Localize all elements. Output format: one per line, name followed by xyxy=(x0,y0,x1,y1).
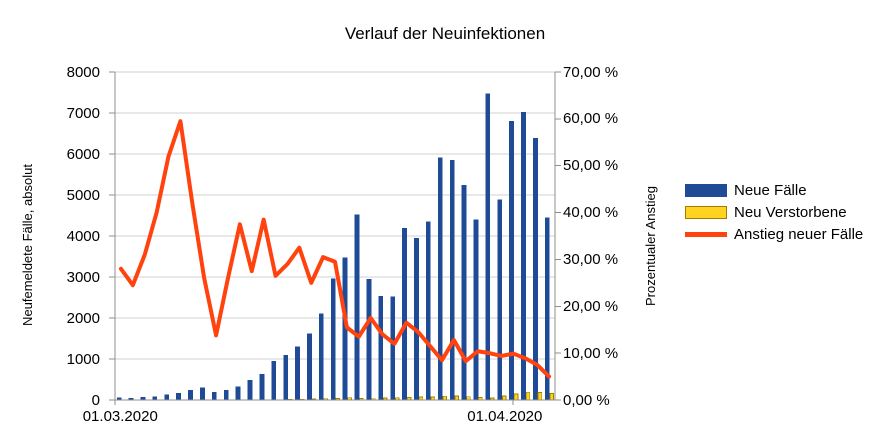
bar-neue-faelle xyxy=(342,257,348,400)
bar-neue-faelle xyxy=(188,389,193,400)
bar-neue-faelle xyxy=(330,278,336,400)
legend: Neue Fälle Neu Verstorbene Anstieg neuer… xyxy=(685,181,864,249)
y-right-tick-label: 0,00 % xyxy=(563,391,610,409)
bar-neue-faelle xyxy=(544,217,550,400)
bar-neu-verstorbene xyxy=(549,393,554,401)
y-left-tick-label: 4000 xyxy=(66,227,100,245)
bar-neue-faelle xyxy=(307,333,312,400)
bar-neue-faelle xyxy=(128,397,134,400)
bar-neue-faelle xyxy=(116,397,122,400)
bar-neue-faelle xyxy=(271,361,277,400)
bar-neu-verstorbene xyxy=(442,395,447,401)
y-right-tick-label: 60,00 % xyxy=(563,110,619,128)
bar-neue-faelle xyxy=(497,199,503,400)
y-left-tick-label: 3000 xyxy=(66,268,100,286)
bar-neu-verstorbene xyxy=(454,395,459,401)
x-axis-date-label: 01.03.2020 xyxy=(82,408,158,425)
bar-neue-faelle xyxy=(449,160,455,400)
y-left-tick-label: 1000 xyxy=(66,350,100,368)
y-left-tick-label: 6000 xyxy=(66,145,100,163)
bar-neue-faelle xyxy=(485,93,491,400)
bar-neue-faelle xyxy=(247,379,253,400)
bar-neue-faelle xyxy=(509,121,514,400)
y-left-tick-label: 0 xyxy=(91,391,100,409)
y-axis-title-left: Neufemeldete Fälle, absolut xyxy=(20,164,35,326)
bar-neue-faelle xyxy=(318,313,324,400)
bar-neue-faelle xyxy=(164,394,170,400)
y-left-tick-label: 7000 xyxy=(66,104,100,122)
bar-neue-faelle xyxy=(259,374,265,400)
bar-neue-faelle xyxy=(533,138,538,400)
bar-neue-faelle xyxy=(176,393,181,400)
y-left-tick-label: 8000 xyxy=(66,63,100,81)
legend-label: Neue Fälle xyxy=(734,181,807,199)
y-right-tick-label: 50,00 % xyxy=(563,157,619,175)
y-left-tick-label: 2000 xyxy=(66,309,100,327)
bar-neue-faelle xyxy=(425,221,431,400)
y-left-tick-label: 5000 xyxy=(66,186,100,204)
bar-neue-faelle xyxy=(235,386,241,400)
y-axis-title-right: Prozentualer Anstieg xyxy=(643,186,658,306)
bar-neue-faelle xyxy=(378,295,384,400)
bar-neu-verstorbene xyxy=(537,392,543,401)
bar-neue-faelle xyxy=(211,391,217,400)
bar-neue-faelle xyxy=(390,296,396,400)
legend-label: Anstieg neuer Fälle xyxy=(734,225,864,243)
bar-neue-faelle xyxy=(140,397,146,400)
bar-neue-faelle xyxy=(473,219,479,400)
bar-neu-verstorbene xyxy=(525,391,531,401)
bar-neue-faelle xyxy=(354,214,360,400)
x-axis-date-label: 01.04.2020 xyxy=(467,408,543,425)
bar-neue-faelle xyxy=(461,185,467,400)
legend-item-anstieg: Anstieg neuer Fälle xyxy=(685,225,864,243)
y-right-tick-label: 30,00 % xyxy=(563,250,619,268)
bar-neue-faelle xyxy=(152,396,158,400)
bar-neue-faelle xyxy=(200,387,205,400)
bar-neue-faelle xyxy=(402,228,407,400)
legend-label: Neu Verstorbene xyxy=(734,203,847,221)
legend-item-neue-faelle: Neue Fälle xyxy=(685,181,863,199)
bar-neue-faelle xyxy=(366,279,372,400)
anstieg-line xyxy=(118,119,552,379)
bar-neue-faelle xyxy=(223,390,229,400)
legend-swatch-line-orange-icon xyxy=(685,231,727,237)
y-right-tick-label: 20,00 % xyxy=(563,297,619,315)
y-right-tick-label: 10,00 % xyxy=(563,344,619,362)
bar-neu-verstorbene xyxy=(502,395,507,401)
bar-neue-faelle xyxy=(521,112,526,401)
bar-neu-verstorbene xyxy=(513,393,519,401)
legend-swatch-bar-blue-icon xyxy=(685,183,727,197)
bar-neue-faelle xyxy=(414,238,419,400)
bar-neue-faelle xyxy=(283,354,289,400)
chart-title: Verlauf der Neuinfektionen xyxy=(344,24,546,43)
legend-item-neu-verstorbene: Neu Verstorbene xyxy=(685,203,863,221)
legend-swatch-bar-yellow-icon xyxy=(685,205,727,219)
y-right-tick-label: 40,00 % xyxy=(563,204,619,222)
bar-neue-faelle xyxy=(437,157,443,400)
bar-neue-faelle xyxy=(295,346,300,400)
y-right-tick-label: 70,00 % xyxy=(563,63,619,81)
